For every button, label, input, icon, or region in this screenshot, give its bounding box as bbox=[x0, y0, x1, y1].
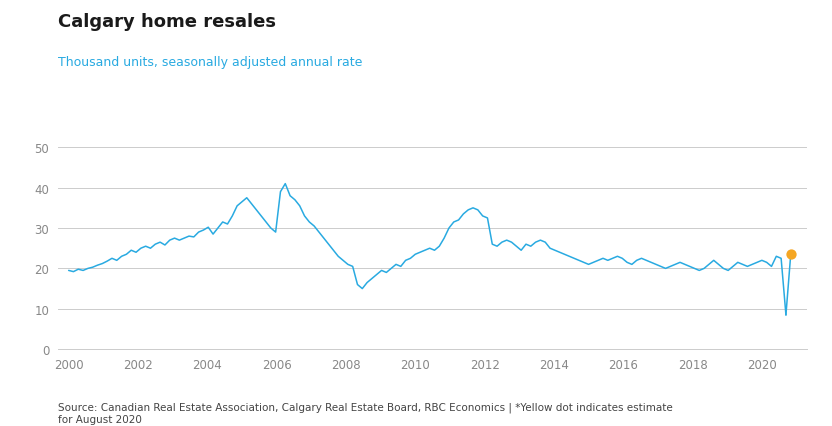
Text: Calgary home resales: Calgary home resales bbox=[58, 13, 276, 31]
Point bbox=[784, 251, 797, 258]
Text: Thousand units, seasonally adjusted annual rate: Thousand units, seasonally adjusted annu… bbox=[58, 55, 363, 68]
Text: Source: Canadian Real Estate Association, Calgary Real Estate Board, RBC Economi: Source: Canadian Real Estate Association… bbox=[58, 402, 673, 424]
